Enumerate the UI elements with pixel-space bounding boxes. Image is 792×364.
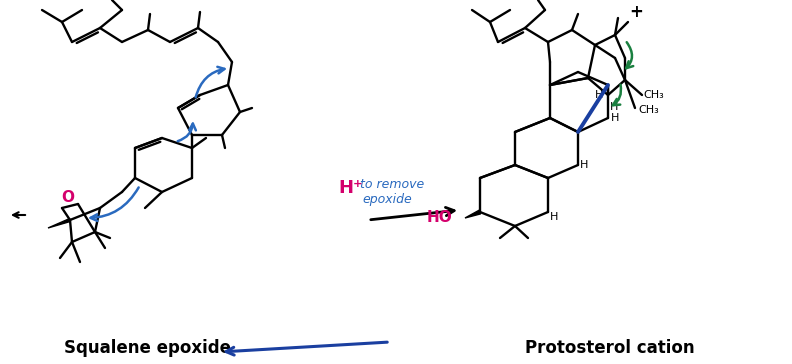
Text: H: H (610, 102, 619, 112)
Text: H: H (550, 212, 558, 222)
Polygon shape (48, 219, 70, 228)
Text: H: H (580, 160, 588, 170)
Text: CH₃: CH₃ (638, 105, 659, 115)
Text: O: O (62, 190, 74, 206)
Polygon shape (465, 210, 481, 218)
Text: HO: HO (426, 210, 452, 226)
Text: H: H (595, 90, 603, 100)
Text: Protosterol cation: Protosterol cation (525, 339, 695, 357)
Text: to remove: to remove (360, 178, 425, 191)
Text: H⁺: H⁺ (338, 179, 363, 197)
Text: Squalene epoxide: Squalene epoxide (64, 339, 231, 357)
Text: +: + (629, 3, 643, 21)
Text: epoxide: epoxide (362, 194, 412, 206)
Text: CH₃: CH₃ (643, 90, 664, 100)
Text: H: H (611, 113, 619, 123)
